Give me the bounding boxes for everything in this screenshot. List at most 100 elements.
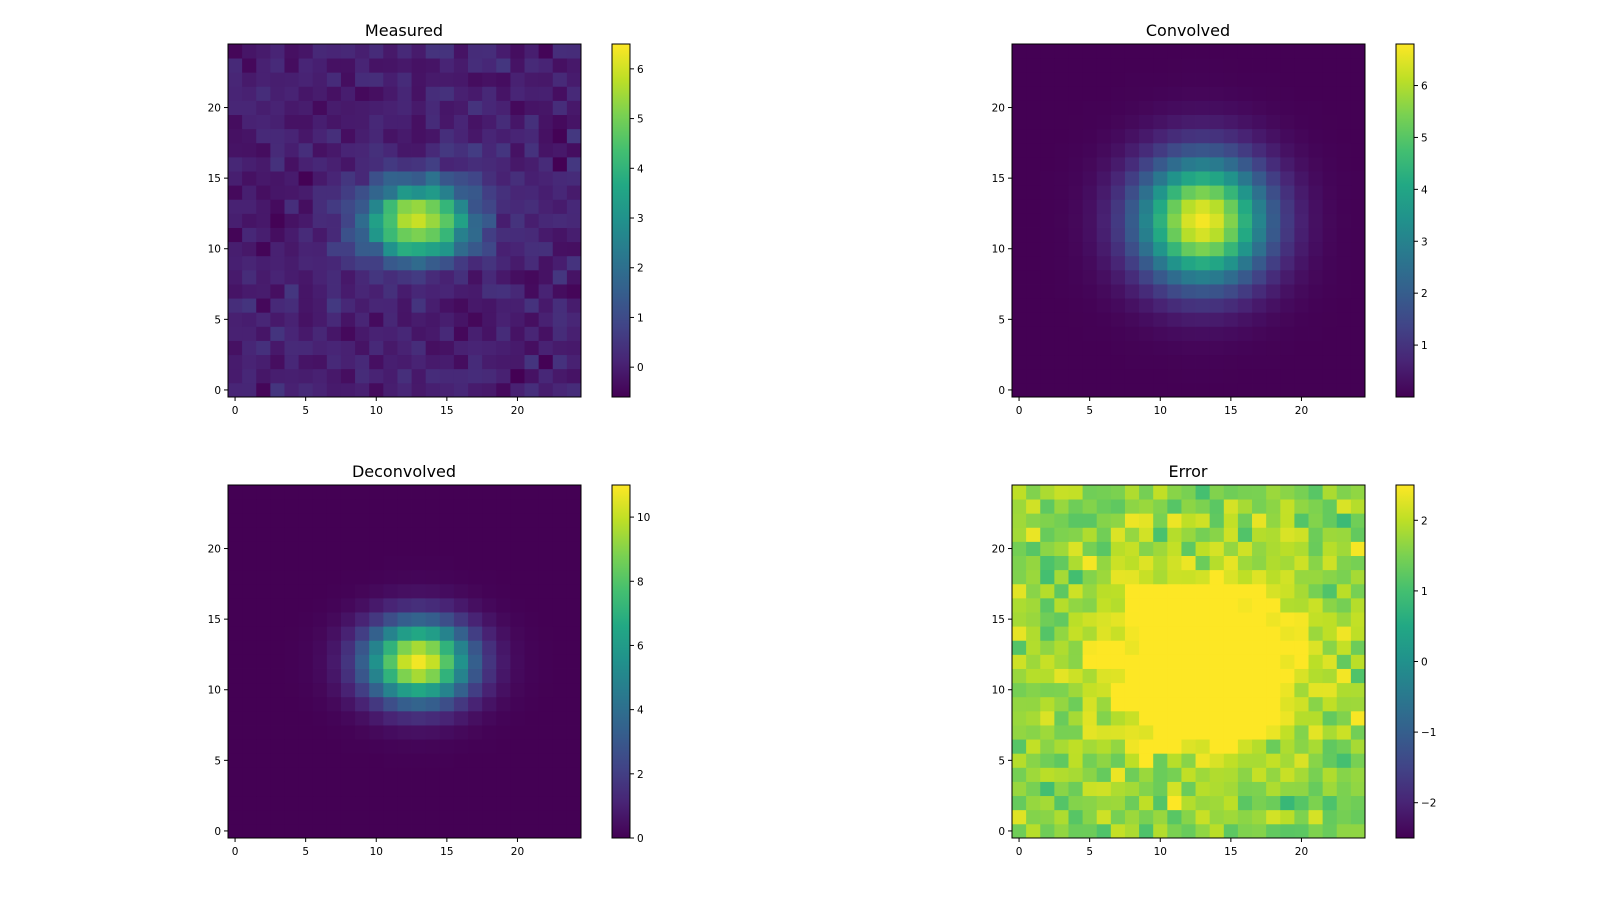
heatmap-cell (1068, 199, 1083, 214)
heatmap-cell (453, 767, 469, 782)
heatmap-cell (453, 72, 469, 87)
heatmap-cell (1294, 326, 1309, 341)
heatmap-cell (1195, 527, 1211, 542)
heatmap-cell (439, 597, 455, 613)
heatmap-cell (1139, 541, 1154, 556)
heatmap-cell (326, 583, 342, 599)
heatmap-cell (1167, 298, 1182, 313)
heatmap-cell (1124, 354, 1140, 370)
heatmap-cell (284, 44, 299, 59)
heatmap-cell (326, 100, 342, 115)
heatmap-cell (453, 739, 469, 754)
y-tick-label: 15 (208, 614, 221, 626)
heatmap-cell (1040, 555, 1055, 571)
heatmap-cell (1139, 823, 1154, 839)
heatmap-cell (228, 72, 243, 87)
heatmap-cell (397, 626, 412, 641)
heatmap-cell (524, 382, 540, 398)
heatmap-cell (355, 795, 370, 811)
heatmap-cell (284, 612, 299, 627)
heatmap-cell (355, 640, 370, 655)
heatmap-cell (453, 499, 469, 514)
heatmap-cell (1012, 583, 1027, 599)
heatmap-cell (538, 795, 554, 811)
heatmap-cell (1350, 654, 1366, 669)
heatmap-cell (1167, 555, 1182, 571)
heatmap-cell (510, 612, 525, 627)
heatmap-cell (242, 767, 257, 782)
heatmap-cell (1294, 809, 1309, 825)
heatmap-cell (538, 284, 554, 299)
heatmap-cell (1209, 114, 1225, 130)
heatmap-cell (1054, 583, 1069, 599)
heatmap-cell (1026, 753, 1041, 768)
heatmap-cell (1195, 767, 1211, 782)
heatmap-cell (1082, 640, 1098, 655)
heatmap-cell (1266, 753, 1281, 768)
heatmap-cell (482, 725, 497, 740)
heatmap-cell (1266, 485, 1281, 500)
heatmap-cell (425, 326, 441, 341)
heatmap-cell (1280, 86, 1295, 101)
heatmap-cell (1110, 354, 1126, 370)
heatmap-cell (1350, 171, 1366, 186)
heatmap-cell (468, 654, 483, 669)
heatmap-cell (312, 583, 328, 599)
heatmap-cell (524, 569, 540, 585)
heatmap-cell (1040, 767, 1055, 782)
heatmap-cell (496, 597, 511, 613)
heatmap-cell (369, 340, 384, 356)
heatmap-cell (298, 597, 314, 613)
heatmap-cell (1181, 654, 1196, 669)
heatmap-cell (1124, 44, 1140, 59)
heatmap-cells (228, 44, 582, 398)
heatmap-cell (228, 100, 243, 115)
heatmap-cell (228, 569, 243, 585)
heatmap-cell (1124, 583, 1140, 599)
heatmap-cell (270, 555, 285, 571)
heatmap-cell (355, 284, 370, 299)
heatmap-cell (566, 809, 582, 825)
heatmap-cell (439, 58, 455, 73)
heatmap-cell (1054, 795, 1069, 811)
heatmap-cell (425, 640, 441, 655)
heatmap-cell (1040, 710, 1055, 726)
heatmap-cell (1082, 185, 1098, 200)
heatmap-cell (284, 781, 299, 797)
heatmap-cell (284, 654, 299, 669)
heatmap-cell (1181, 213, 1196, 228)
heatmap-cell (1110, 710, 1126, 726)
heatmap-cell (340, 753, 356, 768)
heatmap-cell (453, 100, 469, 115)
heatmap-cell (411, 86, 427, 101)
heatmap-cell (1223, 298, 1239, 313)
heatmap-cell (1026, 368, 1041, 384)
heatmap-cell (1096, 58, 1112, 73)
heatmap-cell (482, 739, 497, 754)
heatmap-cell (510, 185, 525, 200)
heatmap-cell (510, 199, 525, 214)
heatmap-cell (566, 114, 582, 130)
heatmap-cell (552, 227, 568, 243)
heatmap-cell (411, 725, 427, 740)
heatmap-cell (326, 739, 342, 754)
heatmap-cell (524, 199, 540, 214)
heatmap-cell (1096, 583, 1112, 599)
heatmap-cell (510, 725, 525, 740)
heatmap-cell (1012, 541, 1027, 556)
heatmap-cell (228, 668, 243, 684)
heatmap-cell (340, 185, 356, 200)
heatmap-cell (1026, 326, 1041, 341)
heatmap-cell (256, 312, 271, 327)
heatmap-cell (1012, 185, 1027, 200)
heatmap-cell (468, 284, 483, 299)
heatmap-cell (1167, 72, 1182, 87)
heatmap-cell (468, 128, 483, 144)
heatmap-cell (411, 100, 427, 115)
heatmap-cell (552, 382, 568, 398)
heatmap-cell (1252, 725, 1267, 740)
heatmap-cell (1068, 781, 1083, 797)
heatmap-cell (1195, 640, 1211, 655)
heatmap-cell (1350, 739, 1366, 754)
heatmap-cell (552, 668, 568, 684)
